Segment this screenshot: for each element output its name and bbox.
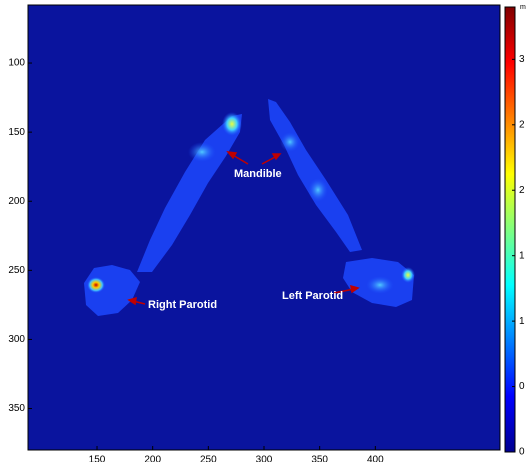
y-tick-label: 350 bbox=[8, 403, 25, 414]
hot-spot bbox=[188, 142, 216, 162]
colorbar-tick-label: 1 bbox=[519, 250, 525, 261]
y-tick-label: 150 bbox=[8, 127, 25, 138]
colorbar-label: m bbox=[520, 4, 526, 11]
x-tick-label: 400 bbox=[367, 455, 384, 462]
x-tick-label: 350 bbox=[311, 455, 328, 462]
colorbar-tick-label: 3 bbox=[519, 54, 525, 65]
y-tick-label: 300 bbox=[8, 334, 25, 345]
x-tick-label: 150 bbox=[89, 455, 106, 462]
annotation: Right Parotid bbox=[148, 299, 217, 311]
hot-spot bbox=[366, 276, 394, 294]
y-tick-label: 250 bbox=[8, 265, 25, 276]
x-tick-label: 300 bbox=[256, 455, 273, 462]
plot-area bbox=[28, 5, 500, 450]
colorbar-tick-label: 1 bbox=[519, 316, 525, 327]
colorbar-tick-label: 0 bbox=[519, 447, 525, 458]
hot-spot bbox=[308, 178, 328, 202]
chart: Mandible Right Parotid Left Parotid m 15… bbox=[0, 0, 527, 462]
y-tick-label: 100 bbox=[8, 58, 25, 69]
hot-spot bbox=[401, 267, 415, 283]
annotation: Mandible bbox=[234, 168, 282, 180]
colorbar-tick-label: 0 bbox=[519, 381, 525, 392]
x-tick-label: 250 bbox=[200, 455, 217, 462]
hot-spot bbox=[87, 277, 105, 293]
y-tick-label: 200 bbox=[8, 196, 25, 207]
annotation: Left Parotid bbox=[282, 290, 343, 302]
colorbar bbox=[505, 7, 515, 452]
x-tick-label: 200 bbox=[144, 455, 161, 462]
hot-spot bbox=[280, 132, 300, 152]
hot-spot bbox=[222, 112, 242, 136]
colorbar-tick-label: 2 bbox=[519, 185, 525, 196]
colorbar-tick-label: 2 bbox=[519, 119, 525, 130]
